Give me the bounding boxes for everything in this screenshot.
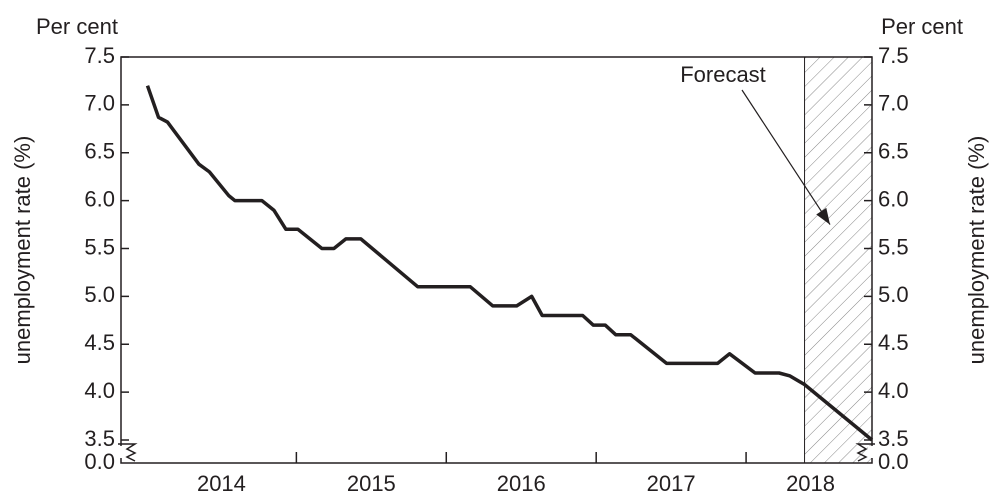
y-break-label: 0.0 (84, 449, 115, 474)
y-tick-label: 6.5 (84, 139, 115, 164)
y-unit: Per cent (36, 14, 118, 39)
y-tick-label: 4.0 (84, 378, 115, 403)
axis-break (855, 443, 875, 462)
y2-tick-label: 6.5 (878, 139, 909, 164)
y-label: unemployment rate (%) (10, 136, 35, 365)
forecast-region (804, 57, 872, 463)
y-tick-label: 3.5 (84, 426, 115, 451)
x-tick-label: 2016 (497, 471, 546, 496)
x-tick-label: 2014 (197, 471, 246, 496)
x-tick-label: 2017 (647, 471, 696, 496)
annotation-arrowhead (816, 207, 831, 225)
annotation: Forecast (680, 62, 766, 87)
plot-frame (120, 56, 873, 464)
x-tick-label: 2018 (786, 471, 835, 496)
y2-tick-label: 7.0 (878, 91, 909, 116)
y2-tick-label: 7.5 (878, 43, 909, 68)
axis-break-gap (868, 446, 876, 458)
y2-tick-label: 4.0 (878, 378, 909, 403)
y-tick-label: 5.0 (84, 282, 115, 307)
axis-break (118, 443, 138, 462)
y2-tick-label: 3.5 (878, 426, 909, 451)
y-tick-label: 7.5 (84, 43, 115, 68)
y2-label: unemployment rate (%) (964, 136, 989, 365)
y2-tick-label: 5.0 (878, 282, 909, 307)
y2-break-label: 0.0 (878, 449, 909, 474)
y2-tick-label: 6.0 (878, 186, 909, 211)
y-tick-label: 7.0 (84, 91, 115, 116)
axis-break-gap (117, 446, 125, 458)
y-tick-label: 6.0 (84, 186, 115, 211)
y2-tick-label: 5.5 (878, 234, 909, 259)
x-tick-label: 2015 (347, 471, 396, 496)
y-tick-label: 5.5 (84, 234, 115, 259)
series-line (145, 85, 874, 442)
y-tick-label: 4.5 (84, 330, 115, 355)
y2-unit: Per cent (881, 14, 963, 39)
y2-tick-label: 4.5 (878, 330, 909, 355)
annotation-arrow (741, 89, 831, 225)
